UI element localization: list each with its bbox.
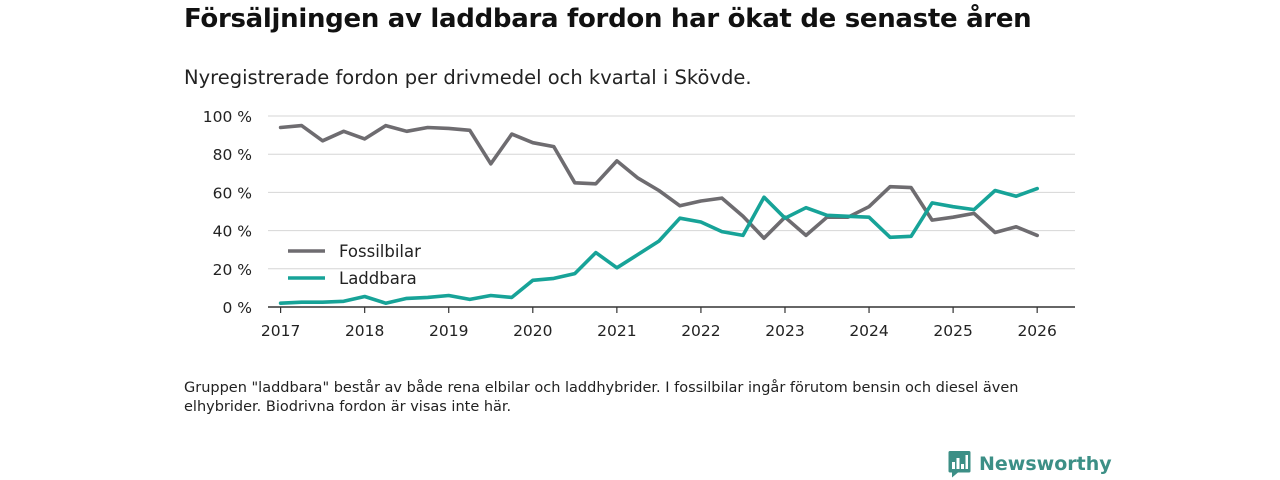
y-tick-label: 60 % [213,184,252,202]
chart-title: Försäljningen av laddbara fordon har öka… [184,4,1032,34]
x-tick-label: 2022 [681,322,720,340]
legend-label-laddbara: Laddbara [339,269,417,288]
x-tick-label: 2018 [345,322,384,340]
y-tick-label: 100 % [203,108,252,126]
x-tick-label: 2017 [261,322,300,340]
x-tick-label: 2023 [765,322,804,340]
x-tick-label: 2025 [933,322,972,340]
y-tick-label: 40 % [213,223,252,241]
series-line-laddbara [278,186,1039,306]
y-tick-label: 0 % [222,299,252,317]
y-tick-label: 20 % [213,261,252,279]
newsworthy-logo: Newsworthy [948,450,1112,478]
brand-name: Newsworthy [979,453,1112,475]
newsworthy-bar-chart-icon [948,451,971,478]
series-line-fossilbilar [278,123,1039,240]
chart-footnote: Gruppen "laddbara" består av både rena e… [184,380,1019,415]
x-tick-label: 2024 [849,322,888,340]
x-tick-label: 2019 [429,322,468,340]
chart-subtitle: Nyregistrerade fordon per drivmedel och … [184,66,752,89]
x-tick-label: 2026 [1017,322,1056,340]
x-tick-label: 2020 [513,322,552,340]
y-tick-label: 80 % [213,146,252,164]
x-tick-label: 2021 [597,322,636,340]
legend-label-fossilbilar: Fossilbilar [339,242,421,261]
